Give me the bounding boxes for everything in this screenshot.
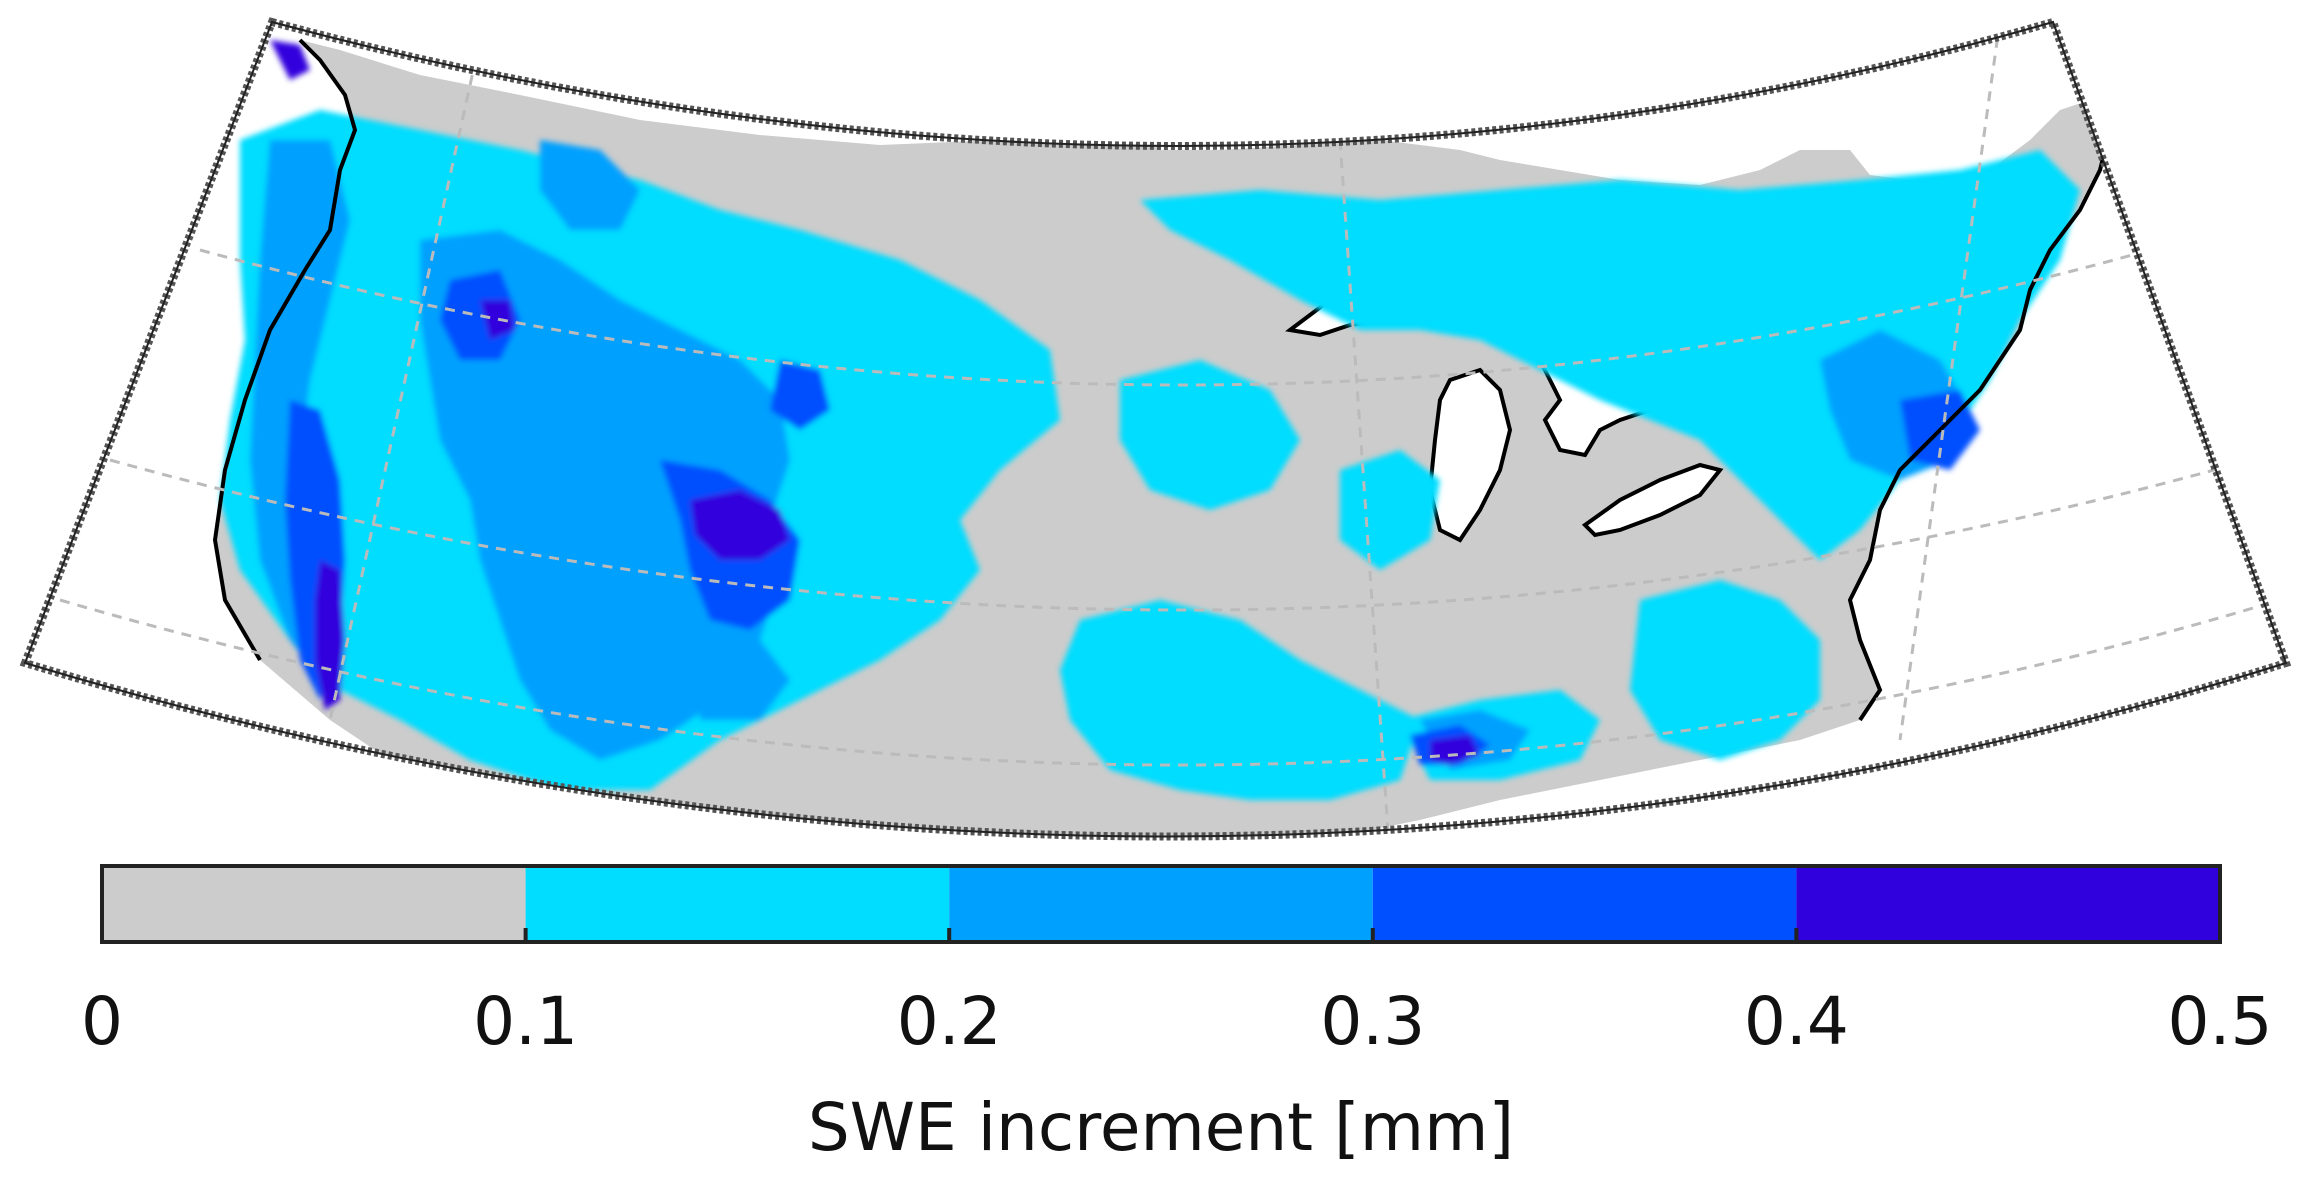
lake-michigan [1427,367,1513,543]
colorbar-frame [100,864,2222,944]
colorbar-tick-label-5: 0.5 [2168,983,2273,1060]
colorbar-swatch-4 [1796,866,2220,942]
swe-class-0.2-0.3 [250,140,1970,770]
graticule-parallel [59,598,2281,767]
colorbar-tick-label-0: 0 [81,983,123,1060]
east-coastline [1847,129,2112,722]
lake-erie [1581,462,1724,538]
graticule-meridian [328,39,482,721]
colorbar-swatch-0 [102,866,526,942]
colorbar-title: SWE increment [mm] [808,1089,1514,1166]
colorbar-tick-label-4: 0.4 [1744,983,1849,1060]
colorbar-tick-labels: 0 0.1 0.2 0.3 0.4 0.5 [81,983,2272,1060]
graticule-parallel [109,458,2251,612]
colorbar-swatch-2 [949,866,1373,942]
swe-class-0.4-0.5 [270,40,1480,765]
colorbar: 0 0.1 0.2 0.3 0.4 0.5 SWE increment [mm] [81,864,2272,1166]
west-coastline [212,38,358,662]
colorbar-tick-label-3: 0.3 [1320,983,1425,1060]
map-panel [19,17,2292,841]
colorbar-tick-label-1: 0.1 [473,983,578,1060]
colorbar-ticks [523,928,1799,942]
graticule-parallel [199,248,2151,387]
colorbar-swatch-1 [525,866,950,942]
graticule [59,22,2281,837]
graticule-meridian [1338,139,1392,837]
coastlines [212,38,2112,722]
map-frame-inner [23,20,2288,838]
colorbar-swatch-3 [1372,866,1797,942]
graticule-meridian [1898,22,2002,741]
colorbar-swatches [102,866,2220,942]
colorbar-tick-label-2: 0.2 [897,983,1002,1060]
